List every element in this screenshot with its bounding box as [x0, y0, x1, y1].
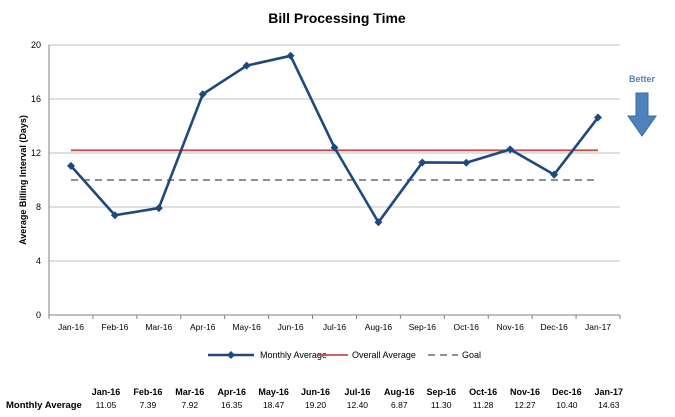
axes: 0 4 8 12 16 20 Jan-16 Feb-16 Mar-16 Apr-16 May-16 J… — [31, 40, 621, 332]
data-point-marker — [286, 51, 295, 60]
series-monthly-average — [66, 51, 603, 227]
y-axis-label: Average Billing Interval (Days) — [18, 115, 28, 245]
better-annotation: Better — [627, 74, 657, 137]
data-point-marker — [198, 90, 207, 99]
x-tick-label: Apr-16 — [190, 322, 216, 332]
table-cell: 19.20 — [305, 400, 327, 410]
x-tick-label: Jan-17 — [585, 322, 611, 332]
x-tick-label: Nov-16 — [496, 322, 524, 332]
table-header: Feb-16 — [133, 387, 162, 397]
data-point-marker — [330, 143, 339, 152]
table-cell: 14.63 — [598, 400, 620, 410]
data-point-marker — [110, 211, 119, 220]
table-header: Jul-16 — [344, 387, 370, 397]
table-cell: 12.40 — [347, 400, 369, 410]
x-tick-label: Feb-16 — [101, 322, 128, 332]
table-header: Sep-16 — [426, 387, 456, 397]
table-cell: 16.35 — [221, 400, 243, 410]
data-point-marker — [506, 145, 515, 154]
x-tick-label: Oct-16 — [454, 322, 480, 332]
x-tick-label: Aug-16 — [365, 322, 393, 332]
y-tick-label: 16 — [31, 94, 41, 104]
legend-label: Overall Average — [352, 350, 416, 360]
data-point-marker — [66, 161, 75, 170]
table-cell: 12.27 — [514, 400, 536, 410]
data-point-marker — [594, 113, 603, 122]
table-cell: 6.87 — [391, 400, 408, 410]
x-tick-label: Dec-16 — [540, 322, 568, 332]
data-point-marker — [154, 204, 163, 213]
gridlines — [49, 44, 620, 262]
table-cell: 10.40 — [556, 400, 578, 410]
legend: Monthly Average Overall Average Goal — [208, 350, 481, 360]
down-arrow-icon — [627, 92, 657, 137]
y-tick-label: 8 — [36, 202, 41, 212]
y-tick-label: 4 — [36, 256, 41, 266]
x-tick-label: Mar-16 — [145, 322, 172, 332]
x-tick-label: Jan-16 — [58, 322, 84, 332]
table-cell: 11.28 — [473, 400, 494, 410]
table-header: Apr-16 — [217, 387, 246, 397]
data-point-marker — [242, 61, 251, 70]
better-label: Better — [629, 74, 656, 84]
table-cell: 7.92 — [182, 400, 199, 410]
legend-label: Monthly Average — [260, 350, 327, 360]
table-cell: 18.47 — [263, 400, 285, 410]
x-tick-label: Sep-16 — [409, 322, 437, 332]
data-point-marker — [418, 158, 427, 167]
table-header: Jan-16 — [92, 387, 121, 397]
data-table: Monthly Average Jan-16 11.05 Feb-16 7.39 Mar-… — [6, 387, 623, 411]
y-tick-label: 12 — [31, 148, 41, 158]
data-point-marker — [374, 218, 383, 227]
table-header: Nov-16 — [510, 387, 540, 397]
table-header: Oct-16 — [469, 387, 497, 397]
data-point-marker — [462, 158, 471, 167]
x-tick-label: Jul-16 — [323, 322, 346, 332]
legend-label: Goal — [462, 350, 481, 360]
monthly-average-line — [69, 54, 600, 224]
chart-title: Bill Processing Time — [268, 10, 406, 26]
data-point-marker — [550, 170, 559, 179]
table-header: Jan-17 — [595, 387, 624, 397]
table-header: Mar-16 — [175, 387, 204, 397]
table-cell: 7.39 — [140, 400, 157, 410]
table-cell: 11.30 — [431, 400, 452, 410]
table-cell: 11.05 — [96, 400, 117, 410]
x-tick-label: May-16 — [232, 322, 261, 332]
table-row-label: Monthly Average — [6, 400, 82, 411]
y-tick-label: 20 — [31, 40, 41, 50]
table-header: May-16 — [258, 387, 289, 397]
table-header: Jun-16 — [301, 387, 330, 397]
y-tick-label: 0 — [36, 310, 41, 320]
table-header: Aug-16 — [384, 387, 415, 397]
table-header: Dec-16 — [552, 387, 582, 397]
legend-marker — [227, 351, 235, 359]
x-tick-label: Jun-16 — [278, 322, 304, 332]
